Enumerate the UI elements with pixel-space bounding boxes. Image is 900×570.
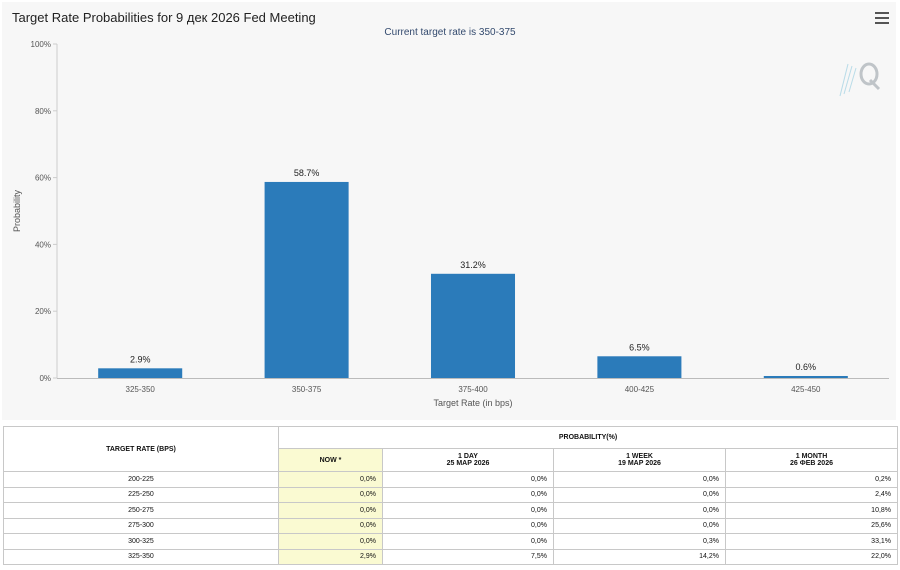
bar-data-label: 0.6% [796, 362, 817, 372]
chart-title: Target Rate Probabilities for 9 дек 2026… [12, 10, 316, 25]
col-header-1-week: 1 WEEK 19 МАР 2026 [553, 448, 726, 472]
hamburger-menu-icon[interactable] [875, 12, 889, 24]
x-axis-label: Target Rate (in bps) [433, 398, 512, 408]
bar-data-label: 31.2% [460, 260, 486, 270]
table-row: 275-300 0,0% 0,0% 0,0% 25,6% [3, 517, 899, 534]
y-axis-label: Probability [12, 189, 22, 232]
bar[interactable] [98, 368, 183, 378]
x-tick-label: 400-425 [625, 385, 655, 394]
x-tick-label: 375-400 [458, 385, 488, 394]
y-tick-label: 80% [35, 107, 51, 116]
bars: 2.9% 58.7% 31.2% 6.5% 0.6% [98, 168, 848, 378]
probability-table-wrap: TARGET RATE (BPS) PROBABILITY(%) NOW * 1… [3, 426, 899, 565]
header-probability: PROBABILITY(%) [277, 426, 899, 449]
x-tick-label: 325-350 [126, 385, 156, 394]
probability-table: TARGET RATE (BPS) PROBABILITY(%) NOW * 1… [3, 426, 899, 565]
chart-svg: Current target rate is 350-375 0% 20% 40% 6… [12, 27, 889, 408]
chart-subtitle: Current target rate is 350-375 [384, 27, 516, 38]
table-row: 200-225 0,0% 0,0% 0,0% 0,2% [3, 471, 899, 488]
bar[interactable] [763, 375, 848, 378]
y-tick-label: 100% [31, 40, 51, 49]
col-header-1-day: 1 DAY 25 МАР 2026 [382, 448, 554, 472]
x-axis-ticks: 325-350 350-375 375-400 400-425 425-450 [126, 385, 822, 394]
y-tick-label: 40% [35, 240, 51, 249]
y-tick-label: 0% [39, 374, 51, 383]
header-target-rate: TARGET RATE (BPS) [3, 426, 279, 472]
bar-data-label: 6.5% [629, 342, 650, 352]
table-row: 225-250 0,0% 0,0% 0,0% 2,4% [3, 486, 899, 503]
bar[interactable] [430, 273, 516, 378]
table-row: 300-325 0,0% 0,0% 0,3% 33,1% [3, 533, 899, 550]
col-header-now: NOW * [278, 448, 383, 472]
col-header-1-month: 1 MONTH 26 ФЕВ 2026 [724, 448, 899, 472]
y-axis: 0% 20% 40% 60% 80% 100% [31, 40, 57, 383]
quikstrike-q-logo [839, 62, 881, 97]
table-row: 325-350 2,9% 7,5% 14,2% 22,0% [3, 548, 899, 565]
bar-data-label: 58.7% [294, 168, 320, 178]
table-row: 250-275 0,0% 0,0% 0,0% 10,8% [3, 502, 899, 519]
bar[interactable] [597, 356, 682, 378]
y-tick-label: 60% [35, 174, 51, 183]
x-tick-label: 425-450 [791, 385, 821, 394]
bar-data-label: 2.9% [130, 354, 151, 364]
y-tick-label: 20% [35, 307, 51, 316]
x-tick-label: 350-375 [292, 385, 322, 394]
bar[interactable] [264, 181, 349, 378]
